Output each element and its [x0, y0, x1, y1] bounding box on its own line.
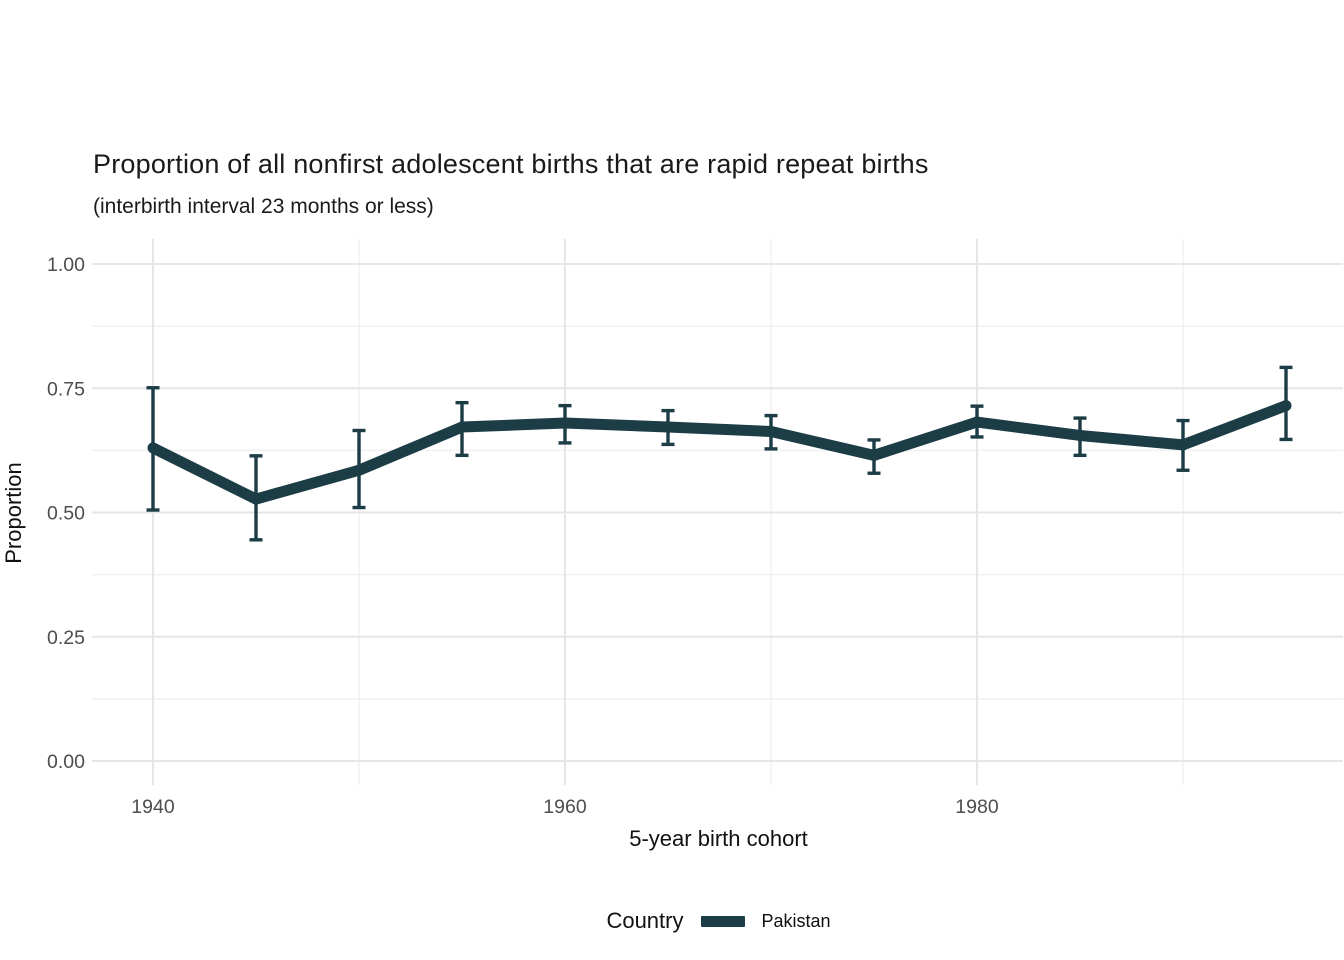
y-tick-label: 0.75	[47, 378, 85, 400]
data-point	[1177, 439, 1189, 451]
data-point	[353, 464, 365, 476]
data-point	[147, 442, 159, 454]
chart-subtitle: (interbirth interval 23 months or less)	[93, 195, 434, 218]
data-point	[1280, 400, 1292, 412]
y-tick-label: 1.00	[47, 254, 85, 276]
chart-title: Proportion of all nonfirst adolescent bi…	[93, 149, 929, 179]
x-tick-label: 1960	[543, 796, 587, 818]
legend-key-pakistan-swatch	[700, 915, 745, 927]
data-point	[1074, 429, 1086, 441]
data-point	[662, 421, 674, 433]
y-tick-label: 0.50	[47, 503, 85, 525]
legend: Country Pakistan	[0, 908, 1344, 934]
x-tick-label: 1980	[955, 796, 999, 818]
data-point	[868, 449, 880, 461]
y-tick-label: 0.25	[47, 627, 85, 649]
x-tick-label: 1940	[131, 796, 175, 818]
legend-label-pakistan: Pakistan	[761, 910, 831, 931]
y-axis-title: Proportion	[1, 462, 26, 564]
legend-title: Country	[606, 908, 684, 933]
x-axis-title: 5-year birth cohort	[629, 826, 808, 851]
data-point	[456, 421, 468, 433]
data-point	[250, 493, 262, 505]
data-point	[971, 416, 983, 428]
data-point	[559, 417, 571, 429]
series-line-pakistan	[150, 400, 1288, 505]
y-tick-label: 0.00	[47, 751, 85, 773]
data-point	[765, 425, 777, 437]
